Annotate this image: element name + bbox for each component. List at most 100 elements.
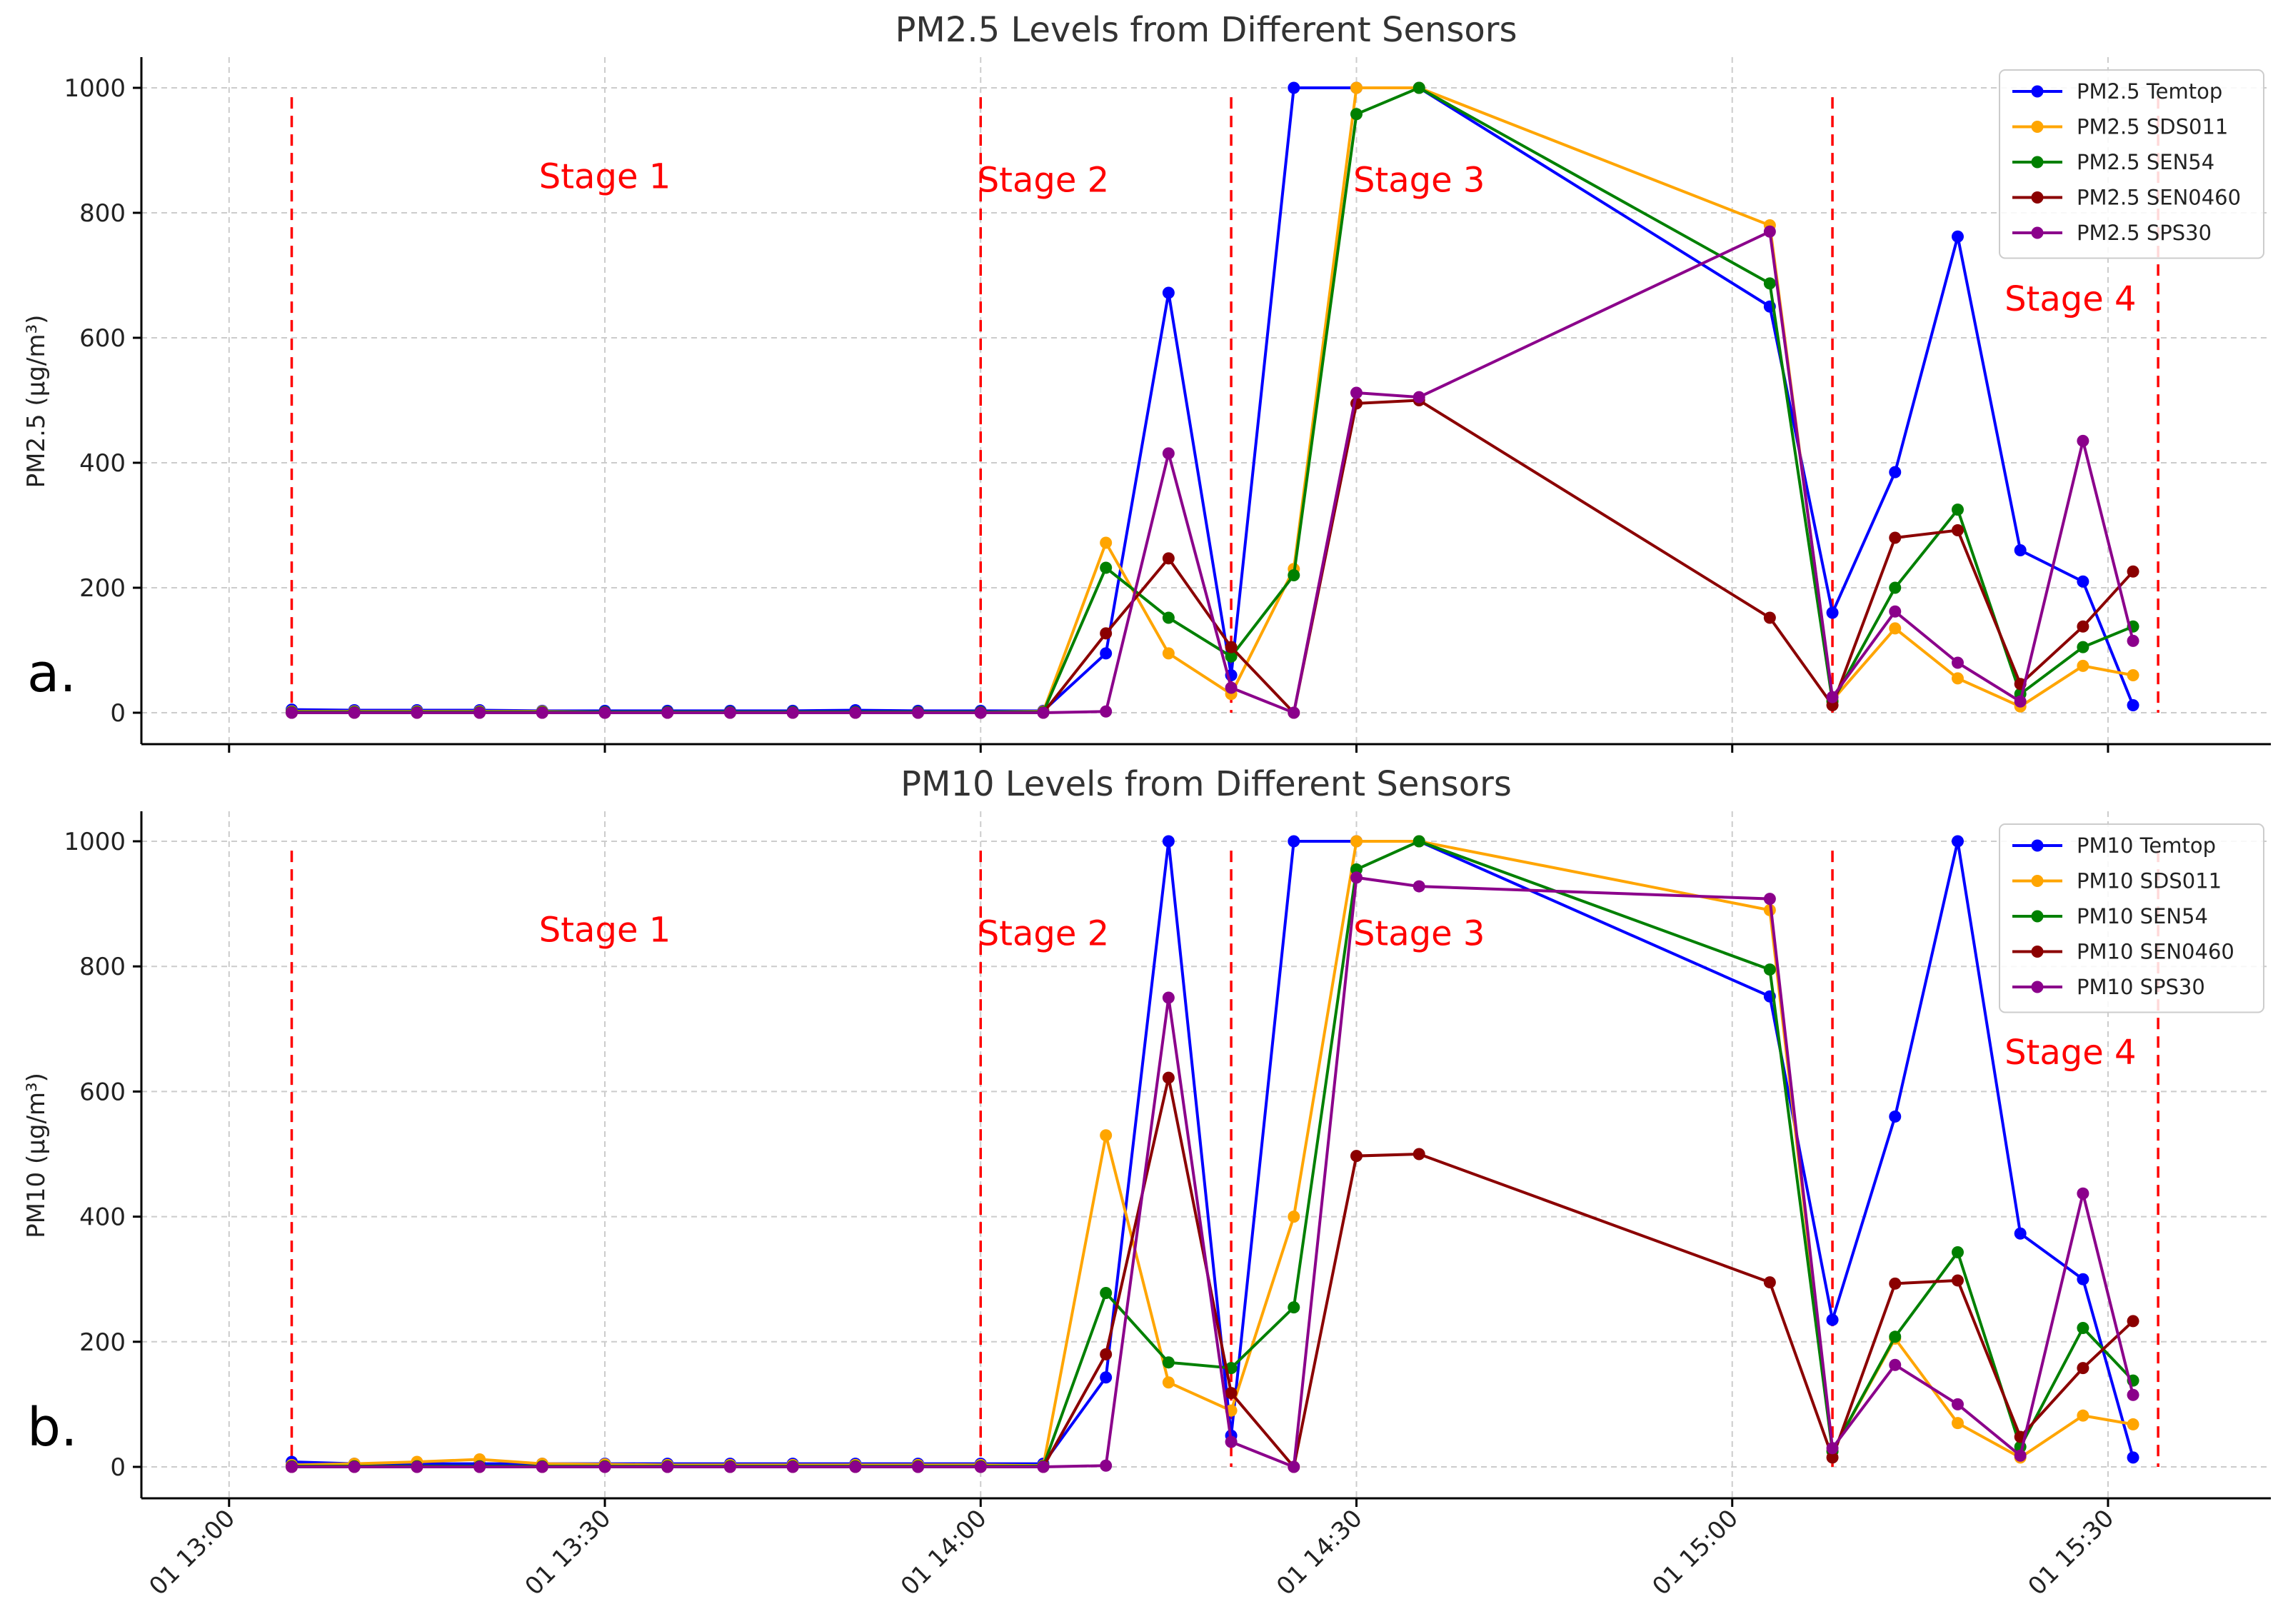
y-tick-label: 1000	[64, 74, 126, 103]
data-point	[1100, 1286, 1113, 1299]
data-point	[1225, 1435, 1238, 1448]
data-point	[2127, 1451, 2139, 1464]
data-point	[1162, 1071, 1175, 1084]
data-point	[285, 706, 298, 719]
legend-entry: PM10 SDS011	[2077, 869, 2222, 893]
legend-swatch-marker	[2031, 121, 2044, 133]
data-point	[348, 1460, 361, 1473]
data-point	[2077, 434, 2089, 447]
data-point	[2127, 1315, 2139, 1328]
data-point	[2127, 669, 2139, 681]
panel-label: a.	[27, 643, 76, 704]
data-point	[1100, 1348, 1113, 1360]
data-point	[1162, 286, 1175, 299]
data-point	[2077, 641, 2089, 653]
data-point	[1288, 1211, 1300, 1223]
legend-swatch-marker	[2031, 839, 2044, 852]
data-point	[2014, 695, 2027, 708]
data-point	[1889, 531, 1902, 544]
data-point	[1225, 681, 1238, 694]
data-point	[2014, 1449, 2027, 1462]
data-point	[912, 1460, 925, 1473]
data-point	[2077, 659, 2089, 672]
x-tick-label: 01 15:30	[2023, 1504, 2120, 1601]
x-tick-label: 01 14:30	[1271, 1504, 1368, 1601]
data-point	[1225, 1387, 1238, 1400]
panel-label: b.	[27, 1397, 78, 1458]
x-tick-label: 01 15:00	[1647, 1504, 1744, 1601]
x-axis-tick-labels: 01 13:00 01 13:30 01 14:00 01 14:30 01 15:00…	[144, 1504, 2119, 1601]
data-point	[1100, 647, 1113, 660]
data-point	[1100, 536, 1113, 549]
y-tick-label: 1000	[64, 828, 126, 856]
x-tick-label: 01 14:00	[895, 1504, 993, 1601]
data-point	[1889, 605, 1902, 618]
series-pm10-sen0460	[285, 1071, 2139, 1473]
data-point	[1162, 552, 1175, 565]
data-point	[598, 706, 611, 719]
data-point	[1413, 81, 1425, 94]
data-point	[1951, 656, 1964, 669]
data-point	[1037, 706, 1050, 719]
data-point	[1413, 880, 1425, 893]
data-point	[1350, 835, 1363, 848]
legend-entry: PM2.5 SDS011	[2077, 115, 2228, 139]
data-point	[1889, 1110, 1902, 1123]
data-point	[2077, 1187, 2089, 1200]
legend-entry: PM2.5 SEN54	[2077, 150, 2214, 174]
data-point	[1100, 561, 1113, 574]
legend-swatch-marker	[2031, 910, 2044, 923]
y-axis-label: PM2.5 (µg/m³)	[22, 315, 51, 488]
data-point	[1826, 1451, 1839, 1464]
data-point	[1350, 81, 1363, 94]
data-point	[1951, 1417, 1964, 1430]
stage-label: Stage 4	[2004, 1033, 2137, 1073]
data-point	[849, 706, 862, 719]
data-point	[536, 1460, 548, 1473]
data-point	[1951, 230, 1964, 243]
data-point	[473, 706, 486, 719]
chart-panel-pm25: PM2.5 Levels from Different Sensors a. P…	[22, 10, 2271, 753]
data-point	[1826, 1442, 1839, 1455]
data-point	[2014, 544, 2027, 556]
data-point	[1100, 627, 1113, 640]
data-point	[473, 1460, 486, 1473]
chart-panel-pm10: PM10 Levels from Different Sensors b. PM…	[22, 764, 2271, 1507]
data-point	[1951, 503, 1964, 516]
y-tick-label: 800	[79, 953, 126, 981]
stage-label: Stage 1	[539, 156, 671, 196]
data-point	[1225, 650, 1238, 663]
y-tick-label: 0	[110, 1453, 126, 1482]
data-point	[2014, 1227, 2027, 1240]
data-point	[786, 706, 799, 719]
data-point	[2127, 699, 2139, 711]
data-point	[1826, 691, 1839, 703]
data-point	[2077, 1362, 2089, 1375]
data-point	[411, 1460, 423, 1473]
data-point	[974, 706, 987, 719]
data-point	[1413, 1148, 1425, 1161]
data-point	[536, 706, 548, 719]
data-point	[1826, 606, 1839, 619]
stage-label: Stage 4	[2004, 279, 2137, 319]
y-tick-label: 800	[79, 199, 126, 228]
data-point	[2127, 565, 2139, 578]
data-point	[1100, 1459, 1113, 1472]
data-point	[1162, 991, 1175, 1004]
data-point	[1889, 466, 1902, 478]
data-point	[1889, 581, 1902, 594]
data-point	[1889, 1330, 1902, 1343]
series-line	[291, 876, 2134, 1469]
data-point	[2077, 620, 2089, 633]
legend-swatch-marker	[2031, 226, 2044, 239]
data-point	[1100, 1129, 1113, 1142]
y-tick-label: 400	[79, 449, 126, 478]
legend-entry: PM2.5 SPS30	[2077, 221, 2212, 245]
y-tick-label: 0	[110, 699, 126, 728]
data-point	[1951, 524, 1964, 536]
legend-entry: PM2.5 SEN0460	[2077, 186, 2241, 210]
data-point	[1413, 391, 1425, 404]
data-point	[1951, 1274, 1964, 1287]
data-point	[1162, 647, 1175, 660]
x-tick-label: 01 13:30	[520, 1504, 617, 1601]
